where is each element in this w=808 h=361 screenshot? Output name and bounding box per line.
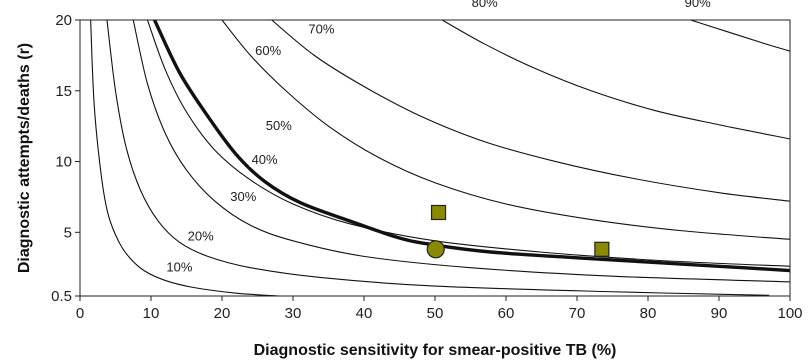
contour-label-20pct: 20% (188, 228, 214, 243)
contour-label-bg (306, 22, 337, 37)
y-tick-label: 0.5 (51, 288, 72, 305)
y-axis-ticks: 0.5 5 10 15 20 (51, 12, 80, 305)
y-tick-label: 5 (64, 224, 72, 241)
contour-line-30pct (132, 20, 790, 283)
x-axis-title: Diagnostic sensitivity for smear-positiv… (254, 342, 617, 359)
contour-label-bg (469, 0, 500, 10)
contour-label-80pct: 80% (472, 0, 498, 10)
x-tick-label: 10 (143, 305, 160, 322)
contour-label-bg (263, 118, 294, 133)
x-tick-label: 80 (640, 305, 657, 322)
x-tick-label: 30 (285, 305, 302, 322)
x-tick-label: 90 (711, 305, 728, 322)
contour-line-60pct (221, 20, 790, 240)
x-tick-label: 70 (569, 305, 586, 322)
contour-line-80pct (441, 20, 790, 140)
x-tick-label: 0 (76, 305, 84, 322)
x-tick-label: 50 (427, 305, 444, 322)
square-marker (594, 241, 610, 257)
contour-label-70pct: 70% (308, 22, 334, 37)
contour-label-bg (164, 260, 195, 275)
contour-line-90pct (690, 20, 790, 52)
y-tick-label: 10 (55, 154, 72, 171)
contour-labels: 10% 20% 30% 40% 50% 60% 70% 80% 90% (164, 0, 713, 275)
contour-label-bg (249, 152, 280, 167)
x-tick-label: 60 (498, 305, 515, 322)
contour-label-40pct: 40% (252, 152, 278, 167)
contour-label-90pct: 90% (685, 0, 711, 10)
data-markers (426, 204, 610, 259)
contour-line-10pct (90, 20, 280, 296)
contour-label-30pct: 30% (230, 189, 256, 204)
contour-label-60pct: 60% (255, 43, 281, 58)
square-marker (430, 204, 447, 221)
x-tick-label: 100 (777, 305, 802, 322)
contour-label-bg (228, 189, 259, 204)
x-tick-label: 40 (356, 305, 373, 322)
y-tick-label: 20 (55, 12, 72, 29)
contour-lines (90, 20, 790, 296)
x-axis-ticks: 0 10 20 30 40 50 60 70 80 90 100 (76, 296, 803, 322)
contour-line-20pct (106, 20, 770, 296)
circle-marker (426, 240, 445, 259)
contour-label-50pct: 50% (266, 118, 292, 133)
contour-line-40pct (146, 20, 790, 267)
contour-label-bg (185, 229, 216, 244)
y-tick-label: 15 (55, 83, 72, 100)
contour-label-bg (253, 43, 284, 58)
contour-line-50pct (152, 20, 790, 273)
contour-label-bg (682, 0, 713, 10)
contour-line-70pct (271, 20, 790, 202)
y-axis-title: Diagnostic attempts/deaths (r) (16, 43, 33, 273)
contour-label-10pct: 10% (166, 260, 192, 275)
x-tick-label: 20 (214, 305, 231, 322)
